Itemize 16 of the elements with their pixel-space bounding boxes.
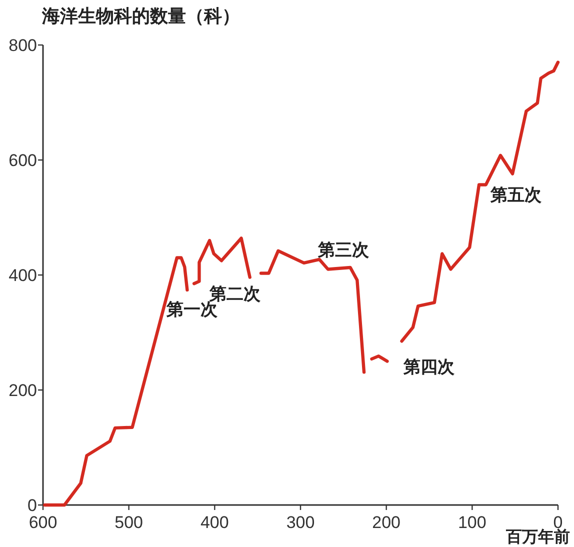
ylabel: 海洋生物科的数量（科） <box>42 6 240 27</box>
annotation: 第四次 <box>404 357 455 378</box>
x-tick-label: 400 <box>200 513 229 532</box>
y-tick-label: 400 <box>8 266 37 285</box>
y-tick-label: 800 <box>8 36 37 55</box>
annotation: 第二次 <box>209 284 260 304</box>
y-tick-label: 600 <box>8 151 37 170</box>
x-tick-label: 200 <box>372 513 401 532</box>
annotation: 第五次 <box>490 186 542 206</box>
y-tick-label: 200 <box>8 381 37 400</box>
x-tick-label: 500 <box>114 513 144 532</box>
x-tick-label: 600 <box>28 513 58 532</box>
x-tick-label: 100 <box>458 513 486 532</box>
annotation: 第三次 <box>318 240 369 261</box>
x-tick-label: 300 <box>286 513 315 532</box>
y-tick-label: 0 <box>28 496 37 515</box>
